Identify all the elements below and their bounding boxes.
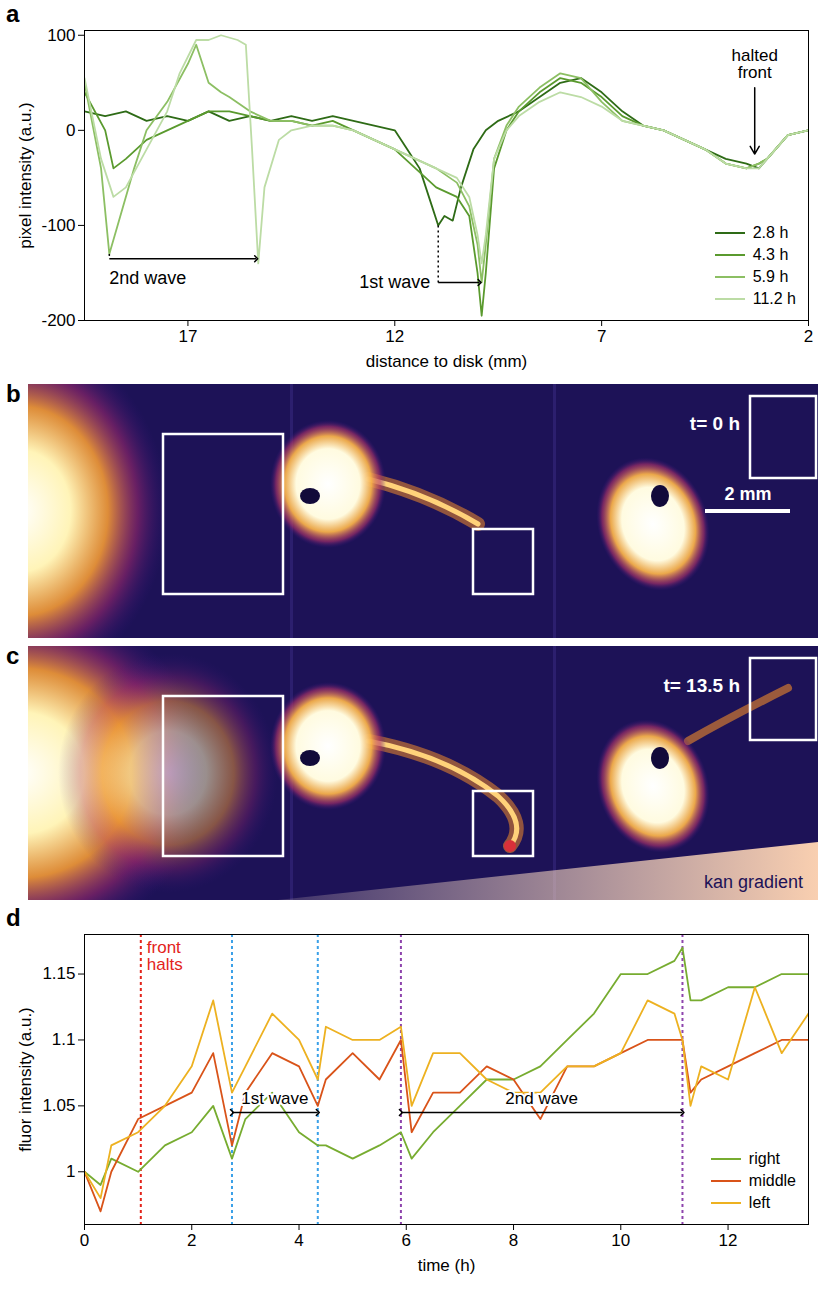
html-text:middle: middle <box>748 1172 796 1189</box>
html-text:5.9 h: 5.9 h <box>752 268 789 285</box>
svg-text:2nd wave: 2nd wave <box>109 268 186 288</box>
html-text:c: c <box>6 642 20 669</box>
svg-text:12: 12 <box>385 327 404 346</box>
svg-text:1.15: 1.15 <box>42 964 75 983</box>
svg-text:2 mm: 2 mm <box>724 484 771 504</box>
svg-text:0: 0 <box>80 1231 89 1250</box>
svg-text:time (h): time (h) <box>418 1256 476 1275</box>
svg-text:t= 13.5 h: t= 13.5 h <box>663 675 740 696</box>
html-text:left: left <box>748 1194 771 1211</box>
svg-text:-100: -100 <box>41 216 75 235</box>
svg-text:2: 2 <box>804 327 813 346</box>
svg-text:t= 0 h: t= 0 h <box>690 413 740 434</box>
html-text:4.3 h: 4.3 h <box>752 246 789 263</box>
svg-text:pixel intensity (a.u.): pixel intensity (a.u.) <box>16 102 35 248</box>
svg-text:1: 1 <box>66 1162 75 1181</box>
svg-text:1st wave: 1st wave <box>359 272 430 292</box>
svg-text:2: 2 <box>187 1231 196 1250</box>
svg-text:100: 100 <box>47 26 75 45</box>
svg-text:1.05: 1.05 <box>42 1096 75 1115</box>
svg-text:4: 4 <box>294 1231 303 1250</box>
svg-text:10: 10 <box>611 1231 630 1250</box>
svg-text:8: 8 <box>509 1231 518 1250</box>
svg-text:7: 7 <box>597 327 606 346</box>
html-text:11.2 h: 11.2 h <box>752 290 796 307</box>
svg-text:2nd wave: 2nd wave <box>505 1089 578 1108</box>
svg-text:6: 6 <box>402 1231 411 1250</box>
svg-text:fronthalts: fronthalts <box>147 938 183 974</box>
svg-text:distance to disk (mm): distance to disk (mm) <box>366 352 528 371</box>
html-text:d: d <box>6 904 21 931</box>
html-text:right: right <box>748 1150 780 1167</box>
svg-text:kan gradient: kan gradient <box>704 872 803 892</box>
svg-text:1st wave: 1st wave <box>241 1089 308 1108</box>
svg-text:0: 0 <box>66 121 75 140</box>
svg-text:17: 17 <box>178 327 197 346</box>
svg-text:-200: -200 <box>41 311 75 330</box>
html-text:b: b <box>6 380 21 407</box>
svg-text:haltedfront: haltedfront <box>732 46 778 82</box>
svg-text:12: 12 <box>719 1231 738 1250</box>
svg-text:1.1: 1.1 <box>52 1030 76 1049</box>
svg-text:fluor intensity (a.u.): fluor intensity (a.u.) <box>16 1007 35 1152</box>
html-text:a: a <box>6 0 20 27</box>
html-text:2.8 h: 2.8 h <box>752 224 789 241</box>
